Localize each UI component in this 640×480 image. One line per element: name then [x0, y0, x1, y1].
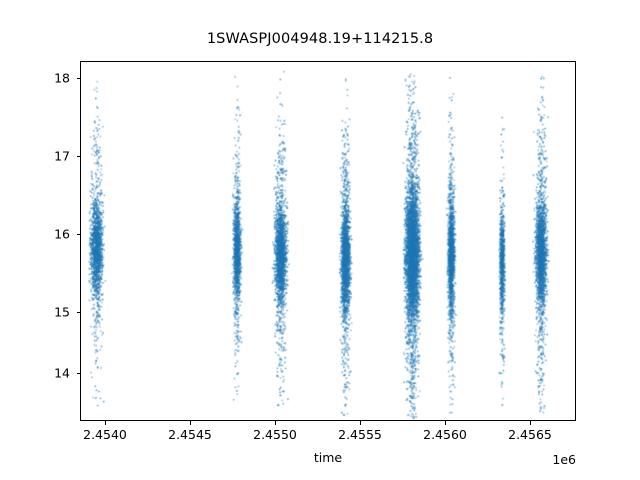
x-tick-mark — [275, 421, 276, 425]
y-tick-label: 17 — [54, 148, 70, 164]
scatter-data-layer — [81, 62, 575, 420]
x-tick-mark — [190, 421, 191, 425]
y-tick-label: 14 — [54, 365, 70, 381]
x-tick-label: 2.4540 — [83, 427, 127, 442]
x-tick-label: 2.4565 — [508, 427, 552, 442]
y-axis-label: flux — [0, 229, 1, 252]
y-tick-label: 15 — [54, 304, 70, 320]
x-tick-label: 2.4545 — [168, 427, 212, 442]
chart-title: 1SWASPJ004948.19+114215.8 — [206, 31, 434, 47]
y-tick-mark — [76, 312, 80, 313]
y-tick-mark — [76, 78, 80, 79]
x-axis-offset-text: 1e6 — [552, 452, 576, 467]
y-tick-mark — [76, 234, 80, 235]
x-axis-label: time — [313, 450, 343, 465]
plot-area — [80, 61, 576, 421]
x-tick-mark — [105, 421, 106, 425]
x-tick-mark — [445, 421, 446, 425]
x-tick-mark — [530, 421, 531, 425]
y-tick-label: 18 — [54, 70, 70, 86]
x-tick-mark — [360, 421, 361, 425]
y-tick-label: 16 — [54, 226, 70, 242]
x-tick-label: 2.4550 — [253, 427, 297, 442]
y-tick-mark — [76, 156, 80, 157]
y-tick-mark — [76, 373, 80, 374]
x-tick-label: 2.4555 — [338, 427, 382, 442]
x-tick-label: 2.4560 — [423, 427, 467, 442]
